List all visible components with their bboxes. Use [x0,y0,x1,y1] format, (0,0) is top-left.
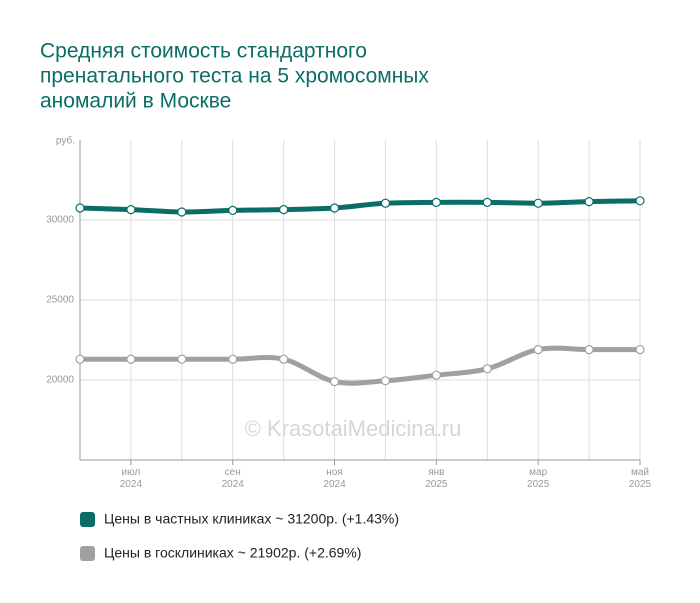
x-tick-label-line: 2025 [425,479,448,490]
x-tick-label: ноя 2024 [323,467,346,490]
x-tick-label: сен 2024 [222,467,245,490]
x-tick-label-line: 2024 [120,479,143,490]
data-point [329,203,340,213]
data-point [533,345,543,355]
data-point [380,198,391,208]
data-point [177,207,187,217]
data-point [279,354,289,364]
data-point [584,345,594,355]
title-line: пренатального теста на 5 хромосомных [40,65,429,88]
data-point [279,205,289,215]
data-point [584,197,594,207]
legend-label: Цены в госклиниках ~ 21902р. (+2.69%) [104,545,361,561]
x-tick-label-line: май [631,467,649,478]
legend-label: Цены в частных клиниках ~ 31200р. (+1.43… [104,511,399,527]
data-point [329,377,340,387]
data-point [431,197,441,207]
data-point [228,354,238,364]
y-axis-unit: руб. [56,135,75,147]
data-point [635,196,645,206]
x-tick-label-line: ноя [326,467,343,478]
data-point [75,354,85,364]
data-point [482,364,492,374]
x-tick-label-line: сен [225,467,241,478]
data-point [380,376,391,386]
data-point [126,354,136,364]
x-tick-label: мар 2025 [527,467,550,490]
x-tick-label: июл 2024 [120,467,143,490]
title: Средняя стоимость стандартного пренаталь… [40,40,429,113]
x-tick-label-line: 2024 [222,479,245,490]
x-tick-label-line: янв [428,467,444,478]
watermark: © KrasotaiMedicina.ru [245,416,462,441]
series-line [77,345,643,386]
x-tick-label-line: 2025 [527,479,550,490]
data-point [482,197,492,207]
legend-swatch [80,546,95,561]
x-tick-label: янв 2025 [425,467,448,490]
data-point [533,198,543,208]
data-point [177,354,187,364]
y-tick-label: 30000 [46,215,74,226]
legend-swatch [80,512,95,527]
x-tick-label-line: июл [122,467,141,478]
data-point [431,370,441,380]
data-point [75,203,85,213]
x-tick-label: май 2025 [629,467,652,490]
x-tick-label-line: 2024 [323,479,346,490]
x-tick-label-line: мар [529,467,547,478]
y-tick-label: 25000 [46,295,74,306]
series-line [77,198,643,215]
data-point [126,205,136,215]
data-point [228,205,238,215]
y-tick-label: 20000 [46,375,74,386]
title-line: аномалий в Москве [40,90,231,113]
x-tick-label-line: 2025 [629,479,652,490]
data-point [635,344,645,355]
title-line: Средняя стоимость стандартного [40,40,367,63]
